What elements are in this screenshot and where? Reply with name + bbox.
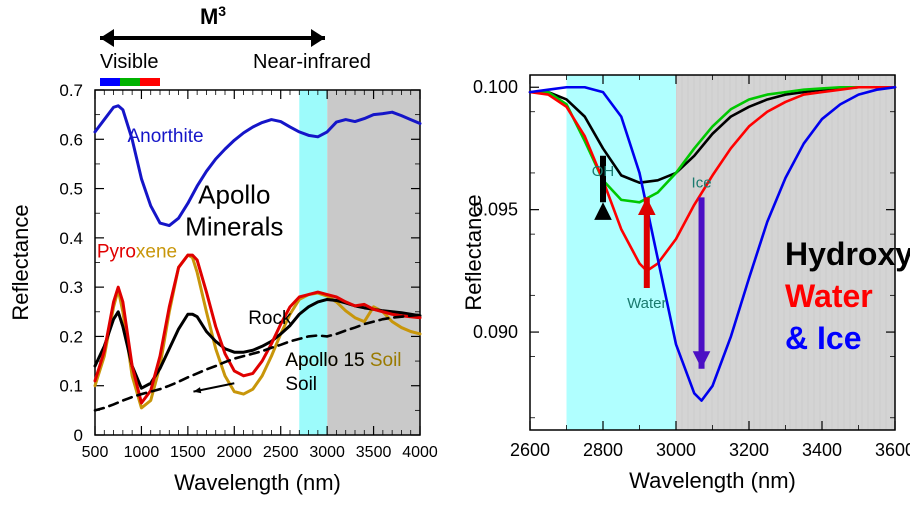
svg-text:0.2: 0.2 [59, 327, 83, 346]
svg-text:4000: 4000 [402, 444, 438, 461]
svg-text:0.7: 0.7 [59, 81, 83, 100]
svg-text:0.5: 0.5 [59, 180, 83, 199]
svg-text:0.1: 0.1 [59, 377, 83, 396]
legend-color-swatch-0 [100, 78, 120, 86]
arrow-label-ice: Ice [692, 174, 712, 191]
right-chart-xlabel: Wavelength (nm) [629, 468, 796, 493]
svg-text:0.100: 0.100 [473, 77, 518, 97]
svg-text:3500: 3500 [356, 444, 392, 461]
left-chart-ylabel: Reflectance [8, 204, 33, 320]
legend-color-swatch-2 [140, 78, 160, 86]
svg-text:3200: 3200 [729, 440, 769, 460]
right-chart-ylabel: Reflectance [461, 194, 486, 310]
legend-text-water: Water [785, 278, 873, 314]
svg-text:3000: 3000 [309, 444, 345, 461]
svg-text:0: 0 [74, 426, 83, 445]
gray-shaded-region [327, 90, 420, 435]
legend-color-swatch-1 [120, 78, 140, 86]
visible-label: Visible [100, 51, 159, 73]
series-label-pyroxene: Pyroxene [97, 242, 177, 263]
right-chart-panel: 2600280030003200340036000.0900.0950.100W… [455, 0, 910, 521]
arrow-label-oh: OH [592, 163, 615, 180]
left-chart-xlabel: Wavelength (nm) [174, 470, 341, 495]
legend-text-hydroxyl: Hydroxyl [785, 236, 910, 272]
arrow-label-water: Water [627, 295, 666, 312]
svg-text:0.3: 0.3 [59, 278, 83, 297]
svg-text:0.4: 0.4 [59, 229, 83, 248]
svg-text:3000: 3000 [656, 440, 696, 460]
series-label-anorthite: Anorthite [128, 126, 204, 147]
svg-text:1000: 1000 [124, 444, 160, 461]
svg-text:0.6: 0.6 [59, 130, 83, 149]
svg-text:2800: 2800 [583, 440, 623, 460]
svg-text:2500: 2500 [263, 444, 299, 461]
nir-label: Near-infrared [253, 51, 371, 73]
cyan-shaded-region [567, 75, 677, 430]
series-label-rock: Rock [248, 308, 292, 329]
svg-text:2000: 2000 [216, 444, 252, 461]
legend-text-ice: & Ice [785, 320, 861, 356]
left-chart-panel: 500 1000 1500 2000 2500 3000 3500 4000 0 0.1 0.2 0.… [0, 0, 450, 521]
svg-text:2600: 2600 [510, 440, 550, 460]
svg-text:500: 500 [82, 444, 109, 461]
svg-text:3400: 3400 [802, 440, 842, 460]
svg-text:1500: 1500 [170, 444, 206, 461]
svg-text:0.090: 0.090 [473, 322, 518, 342]
